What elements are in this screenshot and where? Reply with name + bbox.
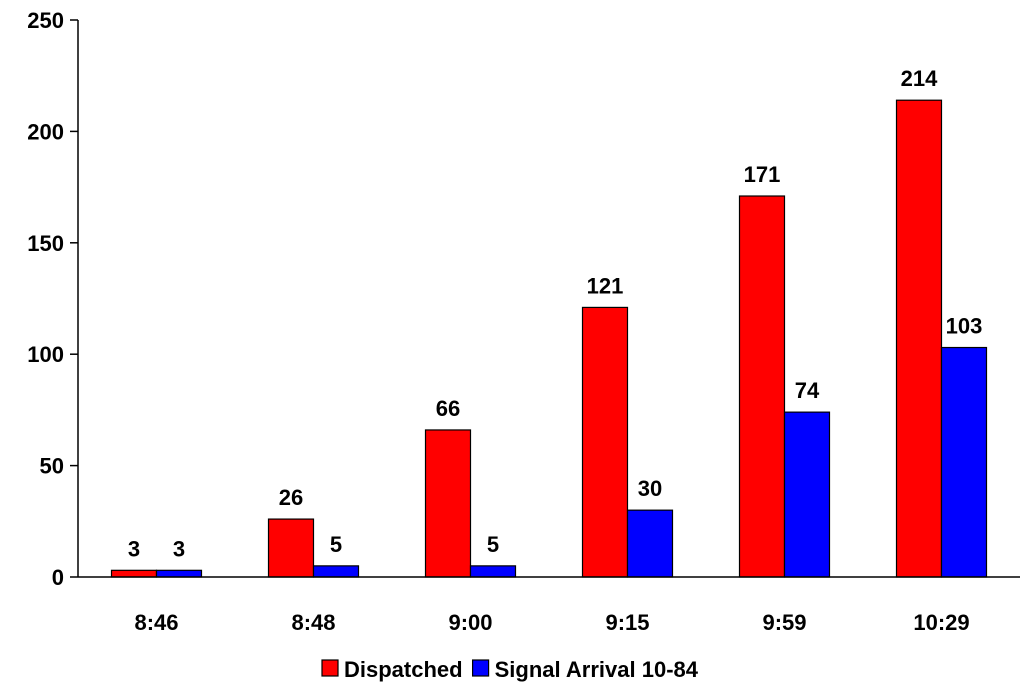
data-label: 103 <box>946 314 983 339</box>
data-labels-group: 3 3 26 5 66 5 121 30 171 74 214 103 <box>128 66 982 561</box>
legend-label: Dispatched <box>344 657 463 682</box>
bar-dispatched-900 <box>424 429 472 578</box>
bar-signal-arrival-10-84-900 <box>469 565 517 578</box>
data-label: 5 <box>487 532 499 557</box>
bar-dispatched-846 <box>110 569 158 578</box>
x-tick-label: 8:48 <box>291 610 335 635</box>
x-tick-label: 9:59 <box>762 610 806 635</box>
x-axis-labels: 8:46 8:48 9:00 9:15 9:59 10:29 <box>134 610 969 635</box>
data-label: 66 <box>436 396 460 421</box>
data-label: 214 <box>901 66 938 91</box>
x-tick-label: 10:29 <box>913 610 969 635</box>
y-axis-ticks: 0 50 100 150 200 250 <box>27 8 78 590</box>
data-label: 171 <box>744 162 781 187</box>
data-label: 74 <box>795 378 820 403</box>
bar-dispatched-848 <box>267 518 315 578</box>
data-label: 5 <box>330 532 342 557</box>
bar-signal-arrival-10-84-915 <box>626 509 674 578</box>
y-tick-label: 150 <box>27 231 64 256</box>
bar-dispatched-915 <box>581 306 629 578</box>
y-tick-label: 0 <box>52 565 64 590</box>
y-tick-label: 50 <box>40 454 64 479</box>
data-label: 26 <box>279 485 303 510</box>
bar-signal-arrival-10-84-1029 <box>940 346 988 578</box>
legend: Dispatched Signal Arrival 10-84 <box>321 657 699 682</box>
legend-swatch-signal-arrival <box>471 659 490 677</box>
bar-dispatched-1029 <box>895 99 943 578</box>
bar-signal-arrival-10-84-848 <box>312 565 360 578</box>
axes-group <box>77 20 1020 578</box>
x-tick-label: 9:15 <box>605 610 649 635</box>
bar-dispatched-959 <box>738 195 786 578</box>
data-label: 3 <box>128 536 140 561</box>
legend-swatch-dispatched <box>321 659 339 677</box>
bars-group <box>110 99 988 578</box>
x-tick-label: 8:46 <box>134 610 178 635</box>
x-tick-label: 9:00 <box>448 610 492 635</box>
legend-label: Signal Arrival 10-84 <box>495 657 699 682</box>
data-label: 3 <box>173 536 185 561</box>
data-label: 121 <box>587 273 624 298</box>
y-tick-label: 100 <box>27 342 64 367</box>
data-label: 30 <box>638 476 662 501</box>
y-tick-label: 200 <box>27 119 64 144</box>
bar-signal-arrival-10-84-846 <box>155 569 203 578</box>
bar-signal-arrival-10-84-959 <box>783 411 831 578</box>
y-tick-label: 250 <box>27 8 64 33</box>
